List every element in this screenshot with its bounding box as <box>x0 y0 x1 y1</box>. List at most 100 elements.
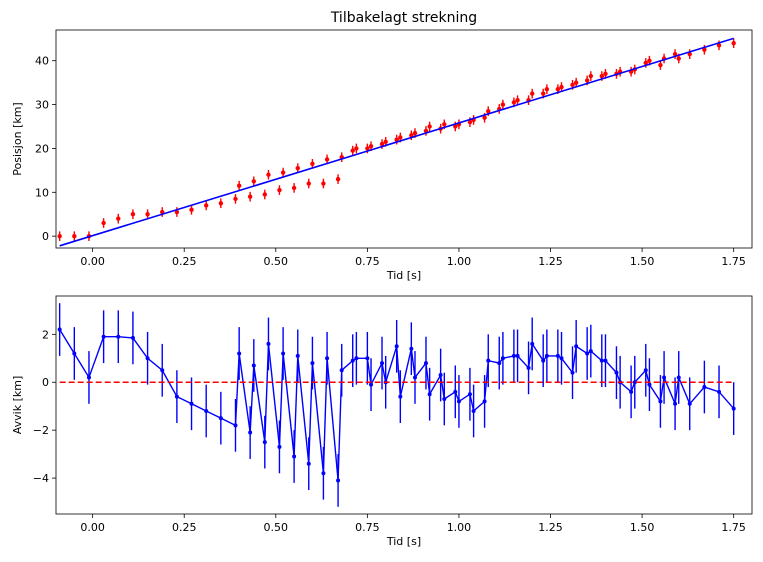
data-point <box>482 115 487 120</box>
data-point <box>160 368 165 373</box>
data-point <box>456 399 461 404</box>
data-point <box>262 192 267 197</box>
data-point <box>266 341 271 346</box>
data-point <box>643 60 648 66</box>
data-point <box>673 401 678 406</box>
data-point <box>427 124 432 129</box>
data-point <box>247 194 253 199</box>
data-point <box>248 430 253 435</box>
data-point <box>541 358 546 363</box>
data-point <box>350 358 355 363</box>
x-tick-label: 0.75 <box>355 521 380 534</box>
data-point <box>321 181 326 186</box>
plot-frame <box>55 29 753 249</box>
data-point <box>306 181 311 186</box>
x-tick-label: 0.75 <box>355 255 380 268</box>
plot-area <box>57 303 736 507</box>
data-point <box>500 102 506 107</box>
data-point <box>647 382 652 387</box>
data-point <box>588 73 594 79</box>
data-point <box>57 327 62 332</box>
x-tick-label: 0.50 <box>264 255 289 268</box>
x-tick-label: 1.75 <box>721 255 746 268</box>
data-point <box>658 399 663 404</box>
data-point <box>427 392 432 397</box>
data-point <box>116 334 121 339</box>
data-point <box>647 58 652 63</box>
data-point <box>731 40 736 46</box>
data-point <box>409 133 414 138</box>
x-axis-label: Tid [s] <box>386 535 421 548</box>
data-point <box>292 454 297 459</box>
data-point <box>482 399 487 404</box>
data-point <box>530 91 535 96</box>
data-point <box>101 334 106 339</box>
deviation-line <box>59 329 735 481</box>
data-point <box>687 401 692 406</box>
data-point <box>57 233 62 239</box>
data-point <box>442 397 447 402</box>
data-point <box>676 375 681 380</box>
data-point <box>614 370 619 375</box>
data-point <box>526 365 531 370</box>
data-point <box>189 401 194 406</box>
data-point <box>453 389 458 394</box>
data-point <box>280 170 286 175</box>
data-point <box>354 356 359 361</box>
data-point <box>281 351 286 356</box>
data-point <box>174 394 179 399</box>
data-point <box>423 361 428 366</box>
y-tick-label: −2 <box>33 424 49 437</box>
data-point <box>574 344 579 349</box>
data-point <box>383 139 388 145</box>
x-tick-label: 0.50 <box>264 521 289 534</box>
data-point <box>339 368 344 373</box>
data-point <box>702 47 707 52</box>
y-axis-label: Posisjon [km] <box>11 102 24 175</box>
data-point <box>365 146 370 151</box>
y-axis-label: Avvik [km] <box>11 376 24 435</box>
data-point <box>324 157 330 162</box>
data-point <box>310 161 315 166</box>
data-point <box>218 416 223 421</box>
data-point <box>394 344 399 349</box>
x-tick-label: 1.75 <box>721 521 746 534</box>
data-point <box>717 389 722 394</box>
data-point <box>409 346 414 351</box>
data-point <box>365 356 370 361</box>
data-point <box>541 91 546 96</box>
data-point <box>291 185 297 191</box>
y-tick-label: 0 <box>42 230 49 243</box>
data-point <box>368 144 374 149</box>
x-tick-label: 0.00 <box>80 521 105 534</box>
data-point <box>369 382 374 387</box>
data-point <box>277 444 282 449</box>
data-point <box>398 135 403 140</box>
data-point <box>530 341 535 346</box>
data-point <box>130 335 135 340</box>
data-point <box>453 124 458 129</box>
data-point <box>588 349 593 354</box>
data-point <box>442 122 447 127</box>
data-point <box>72 233 77 239</box>
plot-frame <box>55 295 753 515</box>
y-tick-label: 30 <box>35 99 49 112</box>
data-point <box>573 80 579 85</box>
data-point <box>237 351 242 356</box>
data-point <box>335 176 341 182</box>
data-point <box>203 203 209 208</box>
data-point <box>412 375 417 380</box>
data-point <box>662 375 667 380</box>
data-point <box>676 56 681 61</box>
data-point <box>72 351 77 356</box>
plot-area <box>57 37 736 247</box>
data-point <box>379 141 385 147</box>
data-point <box>277 187 282 193</box>
data-point <box>398 394 403 399</box>
data-point <box>174 209 180 215</box>
data-point <box>603 71 608 77</box>
x-tick-label: 1.00 <box>447 521 472 534</box>
x-tick-label: 1.25 <box>538 521 563 534</box>
y-tick-label: −4 <box>33 472 49 485</box>
